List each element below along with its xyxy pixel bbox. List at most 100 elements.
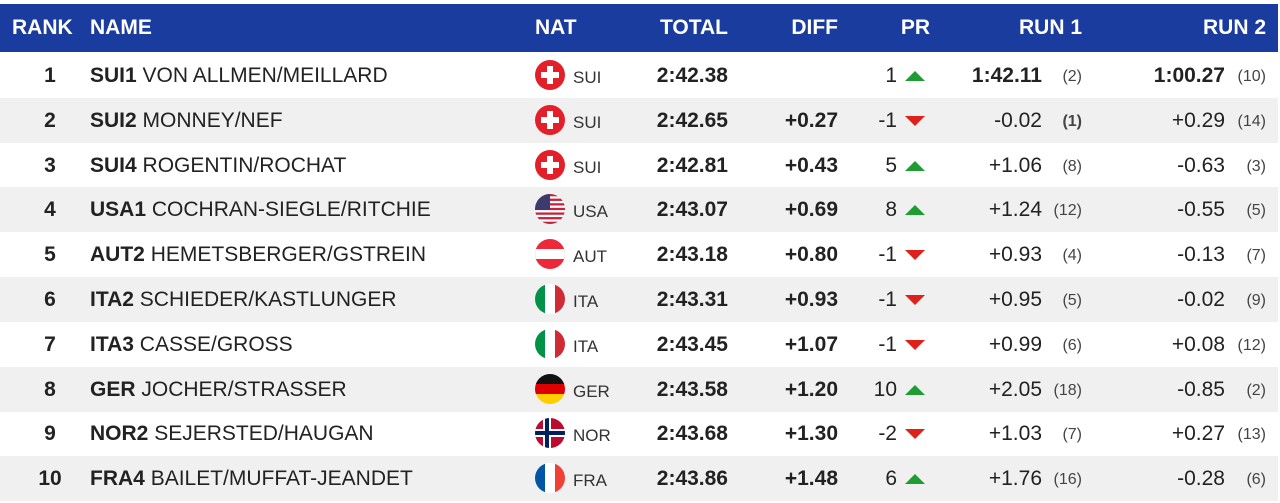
- name-cell: ITA2 SCHIEDER/KASTLUNGER: [90, 277, 397, 322]
- run1-rank: (8): [1062, 157, 1082, 175]
- position-change: -1: [878, 243, 897, 267]
- diff: +0.43: [784, 153, 838, 177]
- run1-time: +0.93: [988, 243, 1042, 267]
- header-cell: NAT: [535, 16, 577, 39]
- diff: +1.07: [784, 332, 838, 356]
- team-name: SEJERSTED/HAUGAN: [154, 422, 374, 446]
- header-cell: RUN 1: [1018, 16, 1082, 39]
- header-cell: RANK: [12, 16, 73, 39]
- diff: +1.48: [784, 467, 838, 491]
- header-cell: NAME: [90, 16, 152, 39]
- rank: 2: [44, 108, 56, 132]
- arrow-down: [905, 429, 925, 440]
- row: 5 AUT2 HEMETSBERGER/GSTREIN AUT 2:43.18 +0.8…: [0, 232, 1278, 277]
- row: 3 SUI4 ROGENTIN/ROCHAT SUI 2:42.81 +0.43 5 +1.…: [0, 143, 1278, 188]
- name-cell: GER JOCHER/STRASSER: [90, 367, 347, 412]
- team-code: SUI1: [90, 64, 137, 87]
- run1-rank: (2): [1062, 68, 1082, 85]
- arrow-up: [905, 71, 925, 81]
- nation: NOR: [573, 426, 611, 446]
- flag-icon: [535, 104, 565, 135]
- row: 9 NOR2 SEJERSTED/HAUGAN NOR 2:43.68 +1.30 -2 +…: [0, 411, 1278, 456]
- run2-time: -0.28: [1177, 467, 1225, 491]
- rank: 3: [44, 153, 56, 177]
- diff: +0.80: [784, 243, 838, 267]
- row: 10 FRA4 BAILET/MUFFAT-JEANDET FRA 2:43.86 +1…: [0, 456, 1278, 502]
- team-name: SCHIEDER/KASTLUNGER: [139, 288, 397, 311]
- header-cell: DIFF: [791, 16, 838, 39]
- run1-rank: (12): [1053, 202, 1082, 220]
- total-time: 2:43.31: [656, 288, 728, 311]
- run1-rank: (16): [1053, 471, 1082, 489]
- run2-rank: (5): [1246, 202, 1266, 220]
- position-change: 1: [885, 64, 897, 87]
- row: 1 SUI1 VON ALLMEN/MEILLARD SUI 2:42.38 1 1:42…: [0, 53, 1278, 98]
- name-cell: ITA3 CASSE/GROSS: [90, 322, 293, 367]
- diff: +0.93: [784, 288, 838, 311]
- rank: 7: [44, 332, 56, 356]
- run1-rank: (7): [1062, 426, 1082, 444]
- nation: AUT: [573, 247, 607, 267]
- run2-rank: (12): [1237, 336, 1266, 354]
- row: 6 ITA2 SCHIEDER/KASTLUNGER ITA 2:43.31 +0.93…: [0, 277, 1278, 322]
- nation: ITA: [573, 336, 599, 356]
- team-code: SUI4: [90, 153, 137, 177]
- name-cell: AUT2 HEMETSBERGER/GSTREIN: [90, 232, 426, 277]
- nation: GER: [573, 381, 610, 401]
- diff: +0.69: [784, 198, 838, 222]
- run2-rank: (7): [1246, 247, 1266, 265]
- team-code: NOR2: [90, 422, 149, 446]
- run2-rank: (2): [1246, 381, 1266, 399]
- run1-time: +1.06: [988, 153, 1042, 177]
- flag-icon: [535, 373, 565, 404]
- arrow-up: [905, 384, 925, 395]
- nation: ITA: [573, 292, 599, 311]
- team-code: USA1: [90, 198, 147, 222]
- rank: 8: [44, 377, 56, 401]
- team-code: SUI2: [90, 108, 137, 132]
- flag-icon: [535, 418, 565, 449]
- total-time: 2:43.68: [656, 422, 728, 446]
- position-change: 10: [873, 377, 897, 401]
- nation: SUI: [573, 157, 602, 177]
- run1-rank: (18): [1053, 381, 1082, 399]
- flag-icon: [535, 463, 565, 494]
- rank: 1: [44, 64, 56, 87]
- run1-rank: (5): [1062, 292, 1082, 309]
- name-cell: USA1 COCHRAN-SIEGLE/RITCHIE: [90, 187, 431, 232]
- run2-rank: (14): [1237, 112, 1266, 130]
- position-change: 8: [885, 198, 897, 222]
- run2-time: -0.13: [1177, 243, 1225, 267]
- team-name: ROGENTIN/ROCHAT: [142, 153, 347, 177]
- rank: 9: [44, 422, 56, 446]
- team-name: MONNEY/NEF: [142, 108, 283, 132]
- header-cell: PR: [900, 16, 930, 39]
- run1-time: +2.05: [988, 377, 1042, 401]
- run2-rank: (13): [1237, 426, 1266, 444]
- row: 7 ITA3 CASSE/GROSS ITA 2:43.45 +1.07 -1 +0.99 (…: [0, 322, 1278, 367]
- nation: USA: [573, 202, 608, 222]
- total-time: 2:42.38: [656, 64, 728, 87]
- run2-time: -0.85: [1177, 377, 1225, 401]
- position-change: -1: [878, 332, 897, 356]
- rank: 4: [44, 198, 56, 222]
- arrow-down: [905, 295, 925, 305]
- flag-icon: [535, 328, 565, 359]
- team-name: JOCHER/STRASSER: [141, 377, 347, 401]
- run2-rank: (9): [1246, 292, 1266, 309]
- team-name: COCHRAN-SIEGLE/RITCHIE: [151, 198, 431, 222]
- run1-time: +1.03: [988, 422, 1042, 446]
- position-change: -1: [878, 288, 897, 311]
- nation: SUI: [573, 112, 602, 132]
- team-code: ITA2: [90, 288, 134, 311]
- position-change: -2: [878, 422, 897, 446]
- name-cell: NOR2 SEJERSTED/HAUGAN: [90, 411, 374, 456]
- run1-rank: (1): [1062, 112, 1082, 130]
- rank: 6: [44, 288, 56, 311]
- row: 4 USA1 COCHRAN-SIEGLE/RITCHIE USA 2:43.07 +0…: [0, 187, 1278, 233]
- position-change: 5: [885, 153, 897, 177]
- run1-time: 1:42.11: [971, 64, 1042, 87]
- name-cell: SUI2 MONNEY/NEF: [90, 98, 283, 143]
- nation: FRA: [573, 471, 607, 491]
- arrow-up: [905, 474, 925, 485]
